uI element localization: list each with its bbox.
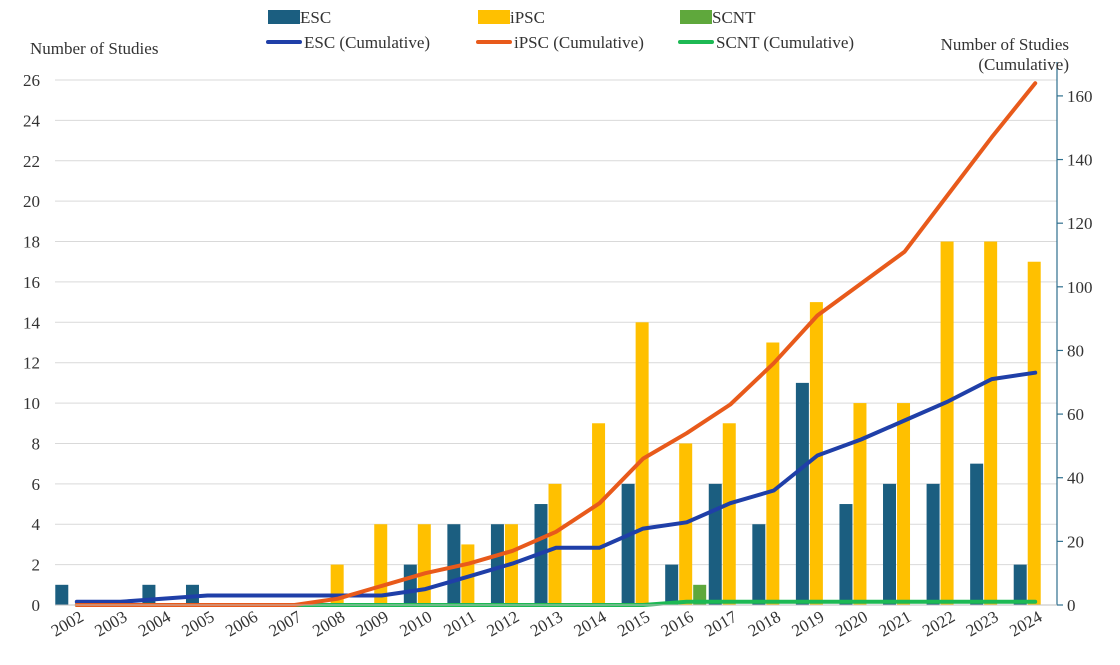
bar-ipsc-2021 — [897, 403, 911, 605]
legend-label-line-0: ESC (Cumulative) — [304, 33, 430, 52]
y-left-tick-label: 18 — [23, 233, 40, 252]
x-tick-label: 2015 — [614, 607, 653, 640]
x-tick-label: 2023 — [963, 607, 1002, 640]
legend-swatch-esc — [268, 10, 300, 24]
y-left-tick-label: 2 — [32, 556, 41, 575]
y-left-axis-title: Number of Studies — [30, 39, 158, 58]
bar-ipsc-2023 — [984, 241, 998, 606]
x-tick-label: 2008 — [309, 607, 348, 640]
x-tick-label: 2021 — [876, 607, 915, 640]
line-esc-cumulative — [74, 370, 1038, 604]
x-tick-label: 2011 — [440, 607, 478, 640]
bar-esc-2020 — [839, 504, 853, 605]
y-right-tick-label: 80 — [1067, 341, 1084, 360]
legend: ESC iPSC SCNT ESC (Cumulative) iPSC (Cumulat… — [266, 8, 854, 52]
bar-esc-2023 — [970, 463, 984, 605]
bar-esc-2016 — [665, 564, 679, 605]
y-right-tick-label: 100 — [1067, 278, 1093, 297]
bar-esc-2012 — [490, 524, 504, 605]
y-right-axis-title-line1: Number of Studies — [941, 35, 1069, 54]
y-right-tick-label: 20 — [1067, 532, 1084, 551]
y-left-tick-label: 20 — [23, 192, 40, 211]
y-right-tick-label: 140 — [1067, 151, 1093, 170]
legend-label-scnt: SCNT — [712, 8, 756, 27]
bar-ipsc-2019 — [809, 302, 823, 605]
bar-esc-2021 — [883, 483, 897, 605]
bar-esc-2002 — [55, 584, 69, 605]
bar-ipsc-2022 — [940, 241, 954, 606]
x-tick-label: 2020 — [832, 607, 871, 640]
y-left-tick-label: 6 — [32, 475, 41, 494]
gridlines — [55, 79, 1057, 606]
bar-ipsc-2010 — [417, 524, 431, 605]
y-left-tick-label: 26 — [23, 71, 40, 90]
axes — [55, 62, 1063, 606]
x-tick-label: 2002 — [48, 607, 87, 640]
bar-esc-2015 — [621, 483, 635, 605]
x-tick-label: 2010 — [396, 607, 435, 640]
x-tick-label: 2014 — [571, 607, 610, 641]
y-left-tick-label: 8 — [32, 434, 41, 453]
bar-ipsc-2024 — [1027, 261, 1041, 605]
y-left-tick-label: 10 — [23, 394, 40, 413]
y-left-tick-label: 0 — [32, 596, 41, 615]
y-left-tick-label: 24 — [23, 111, 41, 130]
bar-esc-2019 — [795, 382, 809, 605]
y-left-tick-label: 16 — [23, 273, 40, 292]
bar-esc-2022 — [926, 483, 940, 605]
bar-ipsc-2014 — [592, 423, 606, 605]
bar-esc-2018 — [752, 524, 766, 605]
y-right-tick-label: 0 — [1067, 596, 1076, 615]
y-left-tick-label: 22 — [23, 152, 40, 171]
x-tick-label: 2018 — [745, 607, 784, 640]
x-tick-label: 2005 — [179, 607, 218, 640]
bar-marks — [55, 241, 1041, 606]
y-right-tick-label: 120 — [1067, 214, 1093, 233]
bar-esc-2010 — [403, 564, 417, 605]
y-right-axis-title-line2: (Cumulative) — [978, 55, 1069, 74]
x-tick-label: 2017 — [701, 607, 740, 641]
y-right-tick-label: 60 — [1067, 405, 1084, 424]
x-tick-label: 2006 — [222, 607, 261, 640]
y-right-tick-label: 160 — [1067, 87, 1093, 106]
x-tick-label: 2013 — [527, 607, 566, 640]
y-left-tick-label: 12 — [23, 354, 40, 373]
x-tick-label: 2009 — [353, 607, 392, 640]
y-right-tick-label: 40 — [1067, 469, 1084, 488]
bar-esc-2017 — [708, 483, 722, 605]
legend-label-line-1: iPSC (Cumulative) — [514, 33, 644, 52]
x-tick-label: 2003 — [91, 607, 130, 640]
x-tick-label: 2012 — [483, 607, 522, 640]
bar-ipsc-2009 — [374, 524, 388, 605]
x-tick-label: 2024 — [1006, 607, 1045, 641]
x-tick-label: 2007 — [266, 607, 305, 641]
legend-label-esc: ESC — [300, 8, 331, 27]
bar-esc-2011 — [447, 524, 461, 605]
x-tick-label: 2019 — [788, 607, 827, 640]
x-tick-label: 2016 — [658, 607, 697, 640]
bar-ipsc-2017 — [722, 423, 736, 605]
legend-label-line-2: SCNT (Cumulative) — [716, 33, 854, 52]
y-left-tick-label: 4 — [32, 515, 41, 534]
bar-ipsc-2020 — [853, 403, 867, 605]
bar-ipsc-2015 — [635, 322, 649, 605]
bar-ipsc-2013 — [548, 483, 562, 605]
x-tick-label: 2022 — [919, 607, 958, 640]
legend-swatch-scnt — [680, 10, 712, 24]
legend-label-ipsc: iPSC — [510, 8, 545, 27]
bar-esc-2024 — [1013, 564, 1027, 605]
x-tick-label: 2004 — [135, 607, 174, 641]
y-left-tick-label: 14 — [23, 313, 41, 332]
legend-swatch-ipsc — [478, 10, 510, 24]
bar-ipsc-2018 — [766, 342, 780, 605]
